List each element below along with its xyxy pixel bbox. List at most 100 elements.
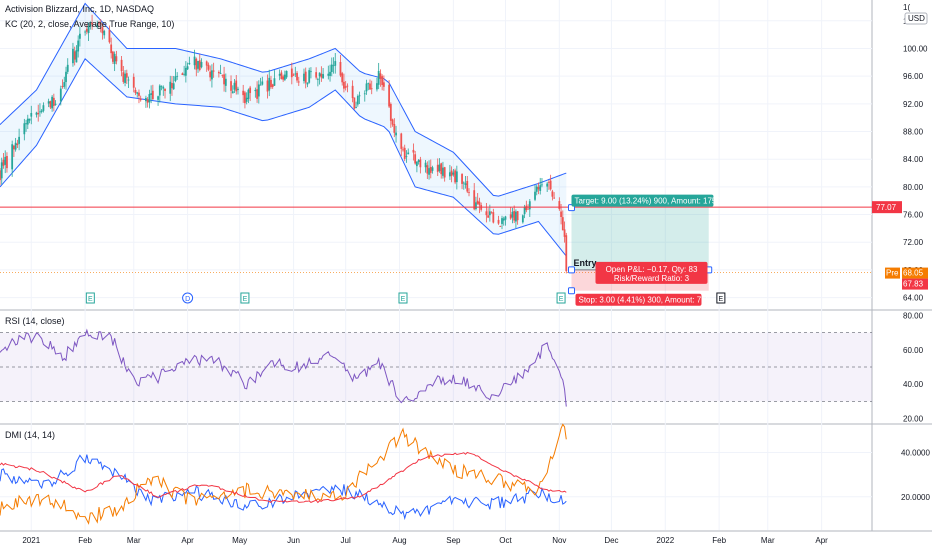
candle[interactable] [431, 165, 434, 174]
candle[interactable] [6, 152, 8, 173]
price-plot[interactable] [0, 2, 568, 274]
candle[interactable] [85, 23, 88, 35]
candle[interactable] [217, 70, 220, 78]
candle[interactable] [443, 166, 446, 182]
candle[interactable] [52, 93, 55, 112]
candle[interactable] [292, 73, 295, 77]
event-marker[interactable]: E [556, 292, 566, 304]
candle[interactable] [541, 178, 543, 188]
candle[interactable] [308, 67, 311, 84]
candle[interactable] [476, 193, 479, 205]
candle[interactable] [40, 109, 43, 114]
candle[interactable] [487, 208, 490, 219]
candle[interactable] [388, 80, 390, 109]
candle[interactable] [528, 199, 531, 217]
candle[interactable] [511, 207, 514, 224]
candle[interactable] [452, 168, 455, 177]
candle[interactable] [151, 84, 154, 100]
candle[interactable] [176, 72, 179, 80]
candle[interactable] [403, 144, 406, 162]
candle[interactable] [549, 174, 552, 191]
candle[interactable] [521, 214, 524, 224]
candle[interactable] [28, 118, 31, 124]
candle[interactable] [266, 74, 269, 99]
candle[interactable] [12, 144, 15, 158]
candle[interactable] [271, 83, 274, 89]
candle[interactable] [230, 75, 232, 99]
candle[interactable] [553, 192, 556, 199]
candle[interactable] [346, 83, 349, 93]
candle[interactable] [367, 82, 370, 91]
candle[interactable] [315, 67, 318, 80]
candle[interactable] [221, 74, 224, 78]
candle[interactable] [0, 157, 3, 185]
candle[interactable] [207, 62, 210, 72]
candle[interactable] [497, 215, 500, 225]
candle[interactable] [502, 216, 505, 226]
candle[interactable] [30, 105, 33, 125]
candle[interactable] [424, 160, 427, 173]
candle[interactable] [525, 200, 528, 213]
candle[interactable] [415, 161, 418, 173]
candle[interactable] [96, 20, 99, 29]
candle[interactable] [339, 55, 342, 78]
candle[interactable] [407, 148, 410, 155]
candle[interactable] [468, 188, 470, 197]
candle[interactable] [150, 85, 153, 104]
candle[interactable] [436, 158, 439, 177]
candle[interactable] [466, 176, 469, 194]
candle[interactable] [112, 50, 114, 64]
candle[interactable] [231, 85, 234, 94]
candle[interactable] [381, 74, 384, 91]
event-marker[interactable]: E [85, 292, 95, 304]
candle[interactable] [464, 176, 467, 189]
candle[interactable] [306, 82, 309, 88]
candle[interactable] [539, 177, 542, 195]
candle[interactable] [353, 97, 356, 110]
candle[interactable] [84, 30, 87, 36]
candle[interactable] [73, 46, 76, 66]
dmi-minus-line[interactable] [0, 423, 567, 525]
candle[interactable] [66, 58, 69, 75]
candle[interactable] [412, 143, 415, 161]
candle[interactable] [473, 183, 476, 211]
candle[interactable] [297, 76, 300, 86]
candle[interactable] [35, 111, 38, 118]
candle[interactable] [54, 100, 57, 106]
candle[interactable] [65, 66, 67, 90]
candle[interactable] [188, 56, 191, 65]
candle[interactable] [334, 52, 337, 74]
event-marker[interactable]: D [182, 292, 194, 304]
candle[interactable] [4, 150, 7, 174]
candle[interactable] [365, 79, 368, 95]
currency-badge[interactable] [904, 12, 928, 25]
candle[interactable] [268, 69, 271, 97]
candle[interactable] [391, 118, 394, 127]
candle[interactable] [561, 210, 564, 231]
event-marker[interactable]: E [240, 292, 250, 304]
dmi-plot[interactable] [0, 423, 567, 525]
position-handle[interactable] [567, 287, 575, 295]
candle[interactable] [363, 90, 366, 102]
candle[interactable] [223, 66, 225, 92]
event-marker[interactable]: E [716, 292, 726, 304]
candle[interactable] [492, 208, 495, 224]
candle[interactable] [504, 215, 507, 226]
candle[interactable] [235, 75, 238, 95]
candle[interactable] [14, 137, 17, 152]
candle[interactable] [26, 114, 29, 130]
candle[interactable] [330, 57, 333, 77]
candle[interactable] [329, 64, 331, 82]
candle[interactable] [515, 209, 517, 229]
candle[interactable] [211, 64, 213, 88]
candle[interactable] [376, 77, 378, 92]
candle[interactable] [501, 215, 503, 230]
candle[interactable] [16, 139, 19, 148]
kc-lower-line[interactable] [0, 58, 567, 257]
position-target-zone[interactable] [571, 207, 709, 270]
candle[interactable] [400, 132, 403, 157]
kc-upper-line[interactable] [0, 2, 567, 197]
candle[interactable] [47, 98, 50, 108]
position-handle[interactable] [567, 266, 575, 274]
candle[interactable] [197, 60, 199, 73]
